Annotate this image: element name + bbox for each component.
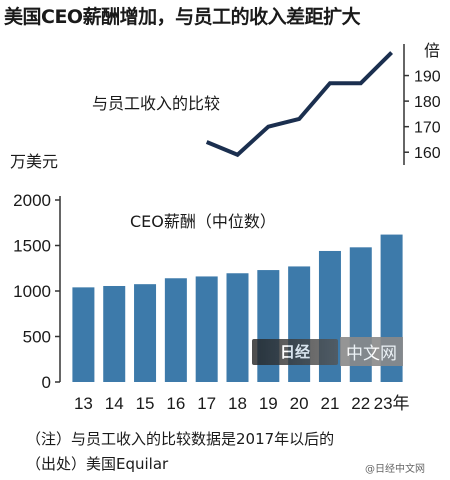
line-y-tick-label: 170 bbox=[414, 120, 441, 137]
bar-y-tick-label: 0 bbox=[42, 373, 51, 392]
line-y-tick-label: 180 bbox=[414, 94, 441, 111]
bar-x-tick-label: 20 bbox=[290, 394, 309, 413]
watermark: 日经 中文网 bbox=[252, 337, 403, 366]
bar-unit-label: 万美元 bbox=[10, 152, 59, 171]
bar-x-tick-label: 18 bbox=[228, 394, 247, 413]
bar-x-tick-label: 13 bbox=[74, 394, 93, 413]
bar-x-tick-label: 21 bbox=[320, 394, 339, 413]
bar-x-tick-label: 23年 bbox=[374, 394, 410, 413]
line-series-label: 与员工收入的比较 bbox=[92, 94, 221, 113]
line-y-tick-label: 190 bbox=[414, 69, 441, 86]
bar bbox=[134, 284, 157, 382]
line-y-tick-label: 160 bbox=[414, 145, 441, 162]
watermark-text: 中文网 bbox=[340, 337, 403, 366]
bar-x-tick-label: 19 bbox=[259, 394, 278, 413]
bar-x-tick-label: 17 bbox=[197, 394, 216, 413]
bar bbox=[195, 276, 218, 382]
bar bbox=[164, 278, 187, 382]
bar bbox=[226, 273, 249, 382]
line-unit-label: 倍 bbox=[424, 42, 440, 60]
bar-x-tick-label: 15 bbox=[136, 394, 155, 413]
bar-x-tick-label: 14 bbox=[105, 394, 124, 413]
bar-series-label: CEO薪酬（中位数） bbox=[130, 212, 276, 231]
bar-y-tick-label: 1000 bbox=[13, 282, 51, 301]
bar-x-tick-label: 22 bbox=[351, 394, 370, 413]
line-series bbox=[205, 51, 394, 158]
bar bbox=[72, 287, 95, 382]
source-note: （出处）美国Equilar bbox=[26, 455, 169, 473]
bar-y-tick-label: 1500 bbox=[13, 237, 51, 256]
chart-title: 美国CEO薪酬增加，与员工的收入差距扩大 bbox=[4, 6, 361, 28]
watermark-logo: 日经 bbox=[252, 338, 338, 365]
bar-y-tick-label: 2000 bbox=[13, 191, 51, 210]
weibo-watermark: @日经中文网 bbox=[365, 464, 425, 475]
footnote: （注）与员工收入的比较数据是2017年以后的 bbox=[26, 430, 335, 448]
bar-y-tick-label: 500 bbox=[23, 328, 51, 347]
bar bbox=[103, 285, 126, 382]
bar-x-tick-label: 16 bbox=[166, 394, 185, 413]
